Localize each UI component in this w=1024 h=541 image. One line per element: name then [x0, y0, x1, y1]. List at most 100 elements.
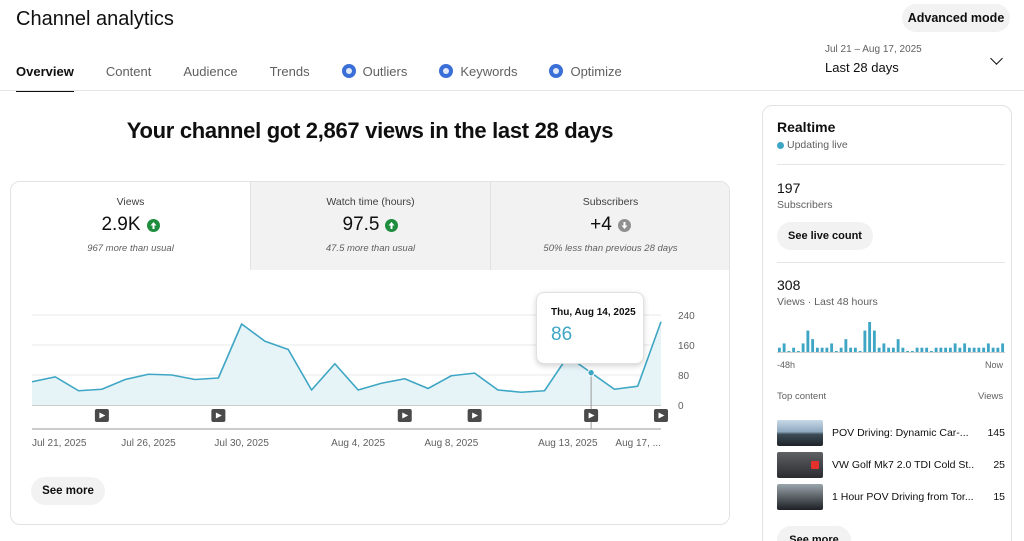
metric-subscribers[interactable]: Subscribers +4 50% less than previous 28…: [490, 182, 729, 270]
realtime-bar: [958, 347, 962, 352]
realtime-bar: [948, 347, 952, 352]
play-icon: [402, 412, 409, 419]
x-tick-label: Aug 4, 2025: [331, 438, 385, 449]
chart-tooltip: Thu, Aug 14, 2025 86: [536, 292, 644, 364]
metric-label: Views: [116, 196, 145, 208]
x-tick-label: Jul 26, 2025: [121, 438, 176, 449]
subscriber-count: 197: [777, 180, 801, 196]
play-icon: [99, 412, 106, 419]
date-range-selector[interactable]: Jul 21 – Aug 17, 2025 Last 28 days: [825, 44, 922, 75]
realtime-bar: [944, 347, 948, 352]
see-live-count-button[interactable]: See live count: [777, 222, 873, 250]
play-icon: [658, 412, 665, 419]
top-content-row[interactable]: VW Golf Mk7 2.0 TDI Cold St... 25: [777, 452, 1005, 478]
chevron-down-icon[interactable]: [990, 52, 1003, 65]
advanced-mode-button[interactable]: Advanced mode: [902, 4, 1010, 32]
realtime-bar: [853, 347, 857, 352]
live-status: Updating live: [777, 139, 848, 151]
tab-overview[interactable]: Overview: [16, 64, 74, 92]
tooltip-date: Thu, Aug 14, 2025: [551, 307, 636, 318]
video-views: 15: [993, 491, 1005, 503]
views-line: [31, 321, 662, 394]
x-tick-label: Aug 13, 2025: [538, 438, 598, 449]
arrow-down-icon: [617, 218, 631, 232]
tab-keywords[interactable]: Keywords: [439, 64, 517, 79]
extension-icon: [341, 64, 356, 78]
video-title: POV Driving: Dynamic Car-...: [832, 427, 969, 439]
realtime-bar: [1001, 343, 1005, 352]
realtime-bar: [792, 347, 796, 352]
see-more-button[interactable]: See more: [31, 477, 105, 505]
realtime-bar: [963, 343, 967, 352]
realtime-bar: [977, 347, 981, 352]
metric-watch-time[interactable]: Watch time (hours) 97.5 47.5 more than u…: [250, 182, 490, 270]
realtime-bar: [830, 343, 834, 352]
tab-content[interactable]: Content: [106, 64, 152, 79]
tab-optimize[interactable]: Optimize: [549, 64, 622, 79]
x-tick-label: Aug 17, ...: [615, 438, 661, 449]
metric-views[interactable]: Views 2.9K 967 more than usual: [11, 182, 250, 270]
metric-note: 967 more than usual: [87, 243, 174, 254]
realtime-bar: [863, 330, 867, 352]
date-range-label: Last 28 days: [825, 60, 899, 75]
realtime-views-count: 308: [777, 277, 801, 293]
tab-audience[interactable]: Audience: [183, 64, 237, 79]
metric-value: +4: [590, 214, 612, 235]
overview-card: Views 2.9K 967 more than usual Watch tim…: [10, 181, 730, 525]
realtime-bar: [877, 347, 881, 352]
realtime-bar: [806, 330, 810, 352]
video-thumbnail: [777, 452, 823, 478]
realtime-bar: [972, 347, 976, 352]
metric-note: 47.5 more than usual: [325, 243, 416, 254]
tab-label: Outliers: [362, 63, 408, 79]
tab-trends[interactable]: Trends: [270, 64, 310, 79]
y-tick-label: 160: [678, 341, 695, 352]
realtime-bar: [939, 347, 943, 352]
live-dot-icon: [777, 141, 784, 149]
realtime-bar: [839, 347, 843, 352]
realtime-title: Realtime: [777, 119, 836, 135]
realtime-bar: [834, 351, 838, 352]
realtime-bar: [996, 347, 1000, 352]
metric-label: Subscribers: [582, 196, 639, 208]
tab-outliers[interactable]: Outliers: [341, 63, 408, 79]
realtime-bar: [915, 347, 919, 352]
realtime-bar: [925, 347, 929, 352]
realtime-bar-chart[interactable]: [777, 314, 1005, 354]
views-chart[interactable]: 240 160 80 0 Jul 21, 2025 Jul 26, 2025 Jul 30,…: [11, 182, 730, 472]
realtime-views-label: Views · Last 48 hours: [777, 296, 878, 308]
realtime-bar: [777, 347, 781, 352]
realtime-bar: [844, 339, 848, 352]
realtime-bar: [815, 347, 819, 352]
top-content-row[interactable]: POV Driving: Dynamic Car-... 145: [777, 420, 1005, 446]
subscriber-label: Subscribers: [777, 199, 833, 211]
video-title: VW Golf Mk7 2.0 TDI Cold St...: [832, 459, 974, 471]
realtime-bar: [782, 343, 786, 352]
realtime-bar: [787, 351, 791, 352]
realtime-bar: [796, 351, 800, 352]
metric-label: Watch time (hours): [326, 196, 415, 208]
y-tick-label: 80: [678, 371, 690, 382]
realtime-see-more-button[interactable]: See more: [777, 526, 851, 541]
realtime-bar: [887, 347, 891, 352]
realtime-bar: [953, 343, 957, 352]
realtime-bar: [801, 343, 805, 352]
realtime-bar: [991, 347, 995, 352]
realtime-axis-end: Now: [985, 360, 1004, 370]
realtime-bar: [868, 322, 872, 352]
realtime-bar: [896, 339, 900, 352]
realtime-bar: [920, 347, 924, 352]
play-icon: [215, 412, 222, 419]
tab-bar: Overview Content Audience Trends Outlier…: [16, 62, 654, 92]
highlight-point: [587, 369, 595, 377]
realtime-bar: [858, 351, 862, 352]
realtime-bar: [882, 343, 886, 352]
realtime-bar: [929, 351, 933, 352]
top-content-row[interactable]: 1 Hour POV Driving from Tor... 15: [777, 484, 1005, 510]
realtime-bar: [825, 347, 829, 352]
realtime-bar: [811, 339, 815, 352]
metric-value: 2.9K: [101, 214, 141, 235]
tab-label: Audience: [183, 63, 238, 79]
y-tick-label: 0: [678, 401, 684, 412]
